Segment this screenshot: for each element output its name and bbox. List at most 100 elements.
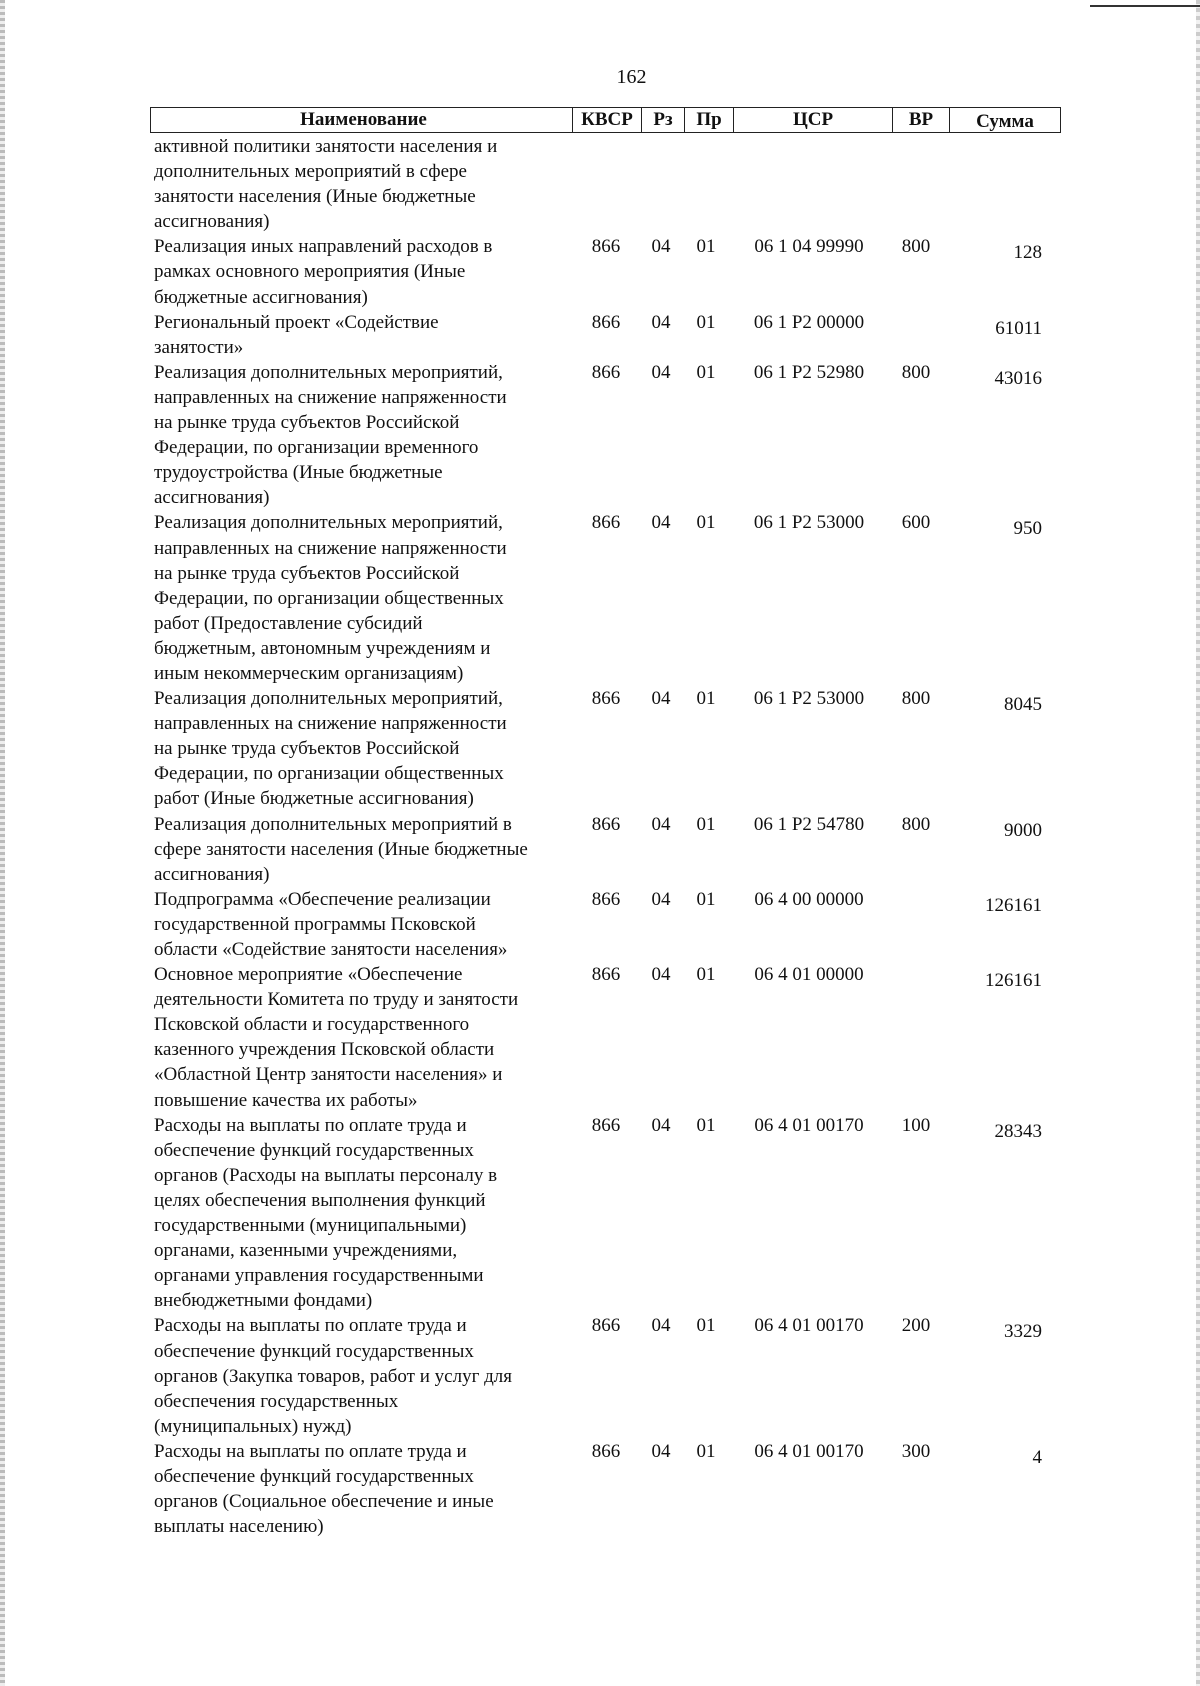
cell-kvsr: 866 [591,236,621,258]
scan-edge-right [1196,0,1200,1686]
cell-kvsr: 866 [591,964,621,986]
table-header: Наименование КВСР Рз Пр ЦСР ВР Сумма [150,107,1061,133]
name-line: Расходы на выплаты по оплате труда и [154,1315,467,1337]
cell-rz: 04 [651,1440,671,1462]
cell-vr [888,310,944,360]
name-line: на рынке труда субъектов Российской [154,738,460,760]
cell-pr: 01 [696,888,716,910]
name-line: на рынке труда субъектов Российской [154,412,460,434]
cell-name: Расходы на выплаты по оплате труда и обес… [150,1313,572,1438]
name-line: Региональный проект «Содействие [154,311,439,333]
cell-csr: 06 1 P2 54780 [753,813,865,835]
name-line: Подпрограмма «Обеспечение реализации [154,888,491,910]
table-row: Реализация дополнительных мероприятий, на… [150,686,1060,811]
table-row: Расходы на выплаты по оплате труда и обес… [150,1439,1060,1539]
cell-kvsr [572,134,640,234]
cell-csr: 06 4 01 00170 [754,1114,864,1136]
cell-sum: 4 [1032,1446,1043,1468]
cell-sum: 950 [1013,518,1043,540]
cell-vr: 600 [901,512,931,534]
cell-sum: 128 [1013,242,1043,264]
name-line: направленных на снижение напряженности [154,386,507,408]
name-line: рамках основного мероприятия (Иные [154,261,466,283]
cell-csr: 06 1 P2 00000 [753,311,865,333]
table-row: Региональный проект «Содействие занятости… [150,310,1060,360]
name-line: органами управления государственными [154,1265,484,1287]
name-line: внебюджетными фондами) [154,1290,373,1312]
name-line: повышение качества их работы» [154,1089,418,1111]
cell-rz: 04 [651,1114,671,1136]
cell-sum [944,134,1056,234]
cell-name: Реализация дополнительных мероприятий, на… [150,360,572,511]
name-line: Основное мероприятие «Обеспечение [154,964,463,986]
cell-vr: 800 [901,813,931,835]
cell-kvsr: 866 [591,1114,621,1136]
cell-sum: 61011 [995,317,1042,339]
header-sum: Сумма [949,107,1061,133]
cell-pr: 01 [696,1440,716,1462]
cell-pr: 01 [696,1315,716,1337]
name-line: (муниципальных) нужд) [154,1415,352,1437]
name-line: органов (Социальное обеспечение и иные [154,1491,494,1513]
name-line: бюджетным, автономным учреждениям и [154,637,491,659]
cell-kvsr: 866 [591,1440,621,1462]
name-line: Федерации, по организации временного [154,437,479,459]
name-line: выплаты населению) [154,1516,324,1538]
name-line: Реализация дополнительных мероприятий в [154,813,512,835]
name-line: занятости» [154,336,244,358]
name-line: ассигнования) [154,863,270,885]
name-line: сфере занятости населения (Иные бюджетны… [154,838,528,860]
cell-vr: 300 [901,1440,931,1462]
table-body: активной политики занятости населения и д… [150,134,1060,1539]
table-row: Расходы на выплаты по оплате труда и обес… [150,1113,1060,1314]
name-line: целях обеспечения выполнения функций [154,1189,486,1211]
header-name: Наименование [150,107,572,133]
cell-sum: 3329 [1004,1321,1042,1343]
cell-name: Расходы на выплаты по оплате труда и обес… [150,1113,572,1314]
name-line: обеспечение функций государственных [154,1139,474,1161]
cell-name: Реализация дополнительных мероприятий в с… [150,812,572,887]
name-line: ассигнования) [154,487,270,509]
cell-kvsr: 866 [591,688,621,710]
cell-rz: 04 [651,311,671,333]
name-line: обеспечения государственных [154,1390,399,1412]
cell-kvsr: 866 [591,813,621,835]
cell-kvsr: 866 [591,361,621,383]
scan-edge-left [0,0,5,1686]
cell-sum: 126161 [985,894,1042,916]
name-line: Псковской области и государственного [154,1014,470,1036]
table-row: Реализация дополнительных мероприятий, на… [150,510,1060,686]
cell-pr: 01 [696,964,716,986]
cell-sum: 8045 [1004,694,1042,716]
header-pr: Пр [684,107,733,133]
cell-name: Подпрограмма «Обеспечение реализации госу… [150,887,572,962]
cell-name: Реализация иных направлений расходов в ра… [150,234,572,309]
cell-csr: 06 1 P2 52980 [753,361,865,383]
cell-rz: 04 [651,361,671,383]
cell-name: Расходы на выплаты по оплате труда и обес… [150,1439,572,1539]
cell-vr: 800 [901,361,931,383]
name-line: области «Содействие занятости населения» [154,939,508,960]
name-line: Федерации, по организации общественных [154,587,504,609]
cell-pr: 01 [696,512,716,534]
cell-rz: 04 [651,888,671,910]
header-csr: ЦСР [733,107,892,133]
cell-pr: 01 [696,1114,716,1136]
top-rule [1090,5,1200,7]
cell-csr: 06 1 P2 53000 [753,688,865,710]
cell-kvsr: 866 [591,888,621,910]
name-line: «Областной Центр занятости населения» и [154,1064,503,1086]
table-row: Реализация иных направлений расходов в ра… [150,234,1060,309]
cell-kvsr: 866 [591,512,621,534]
header-vr: ВР [892,107,949,133]
header-kvsr: КВСР [572,107,641,133]
name-line: органов (Расходы на выплаты персоналу в [154,1164,498,1186]
name-line: Федерации, по организации общественных [154,763,504,785]
cell-csr: 06 1 04 99990 [754,236,864,258]
cell-sum: 9000 [1004,819,1042,841]
name-line: казенного учреждения Псковской области [154,1039,495,1061]
page-number: 162 [616,66,647,88]
cell-name: Реализация дополнительных мероприятий, на… [150,510,572,686]
table-row: активной политики занятости населения и д… [150,134,1060,234]
name-line: на рынке труда субъектов Российской [154,562,460,584]
